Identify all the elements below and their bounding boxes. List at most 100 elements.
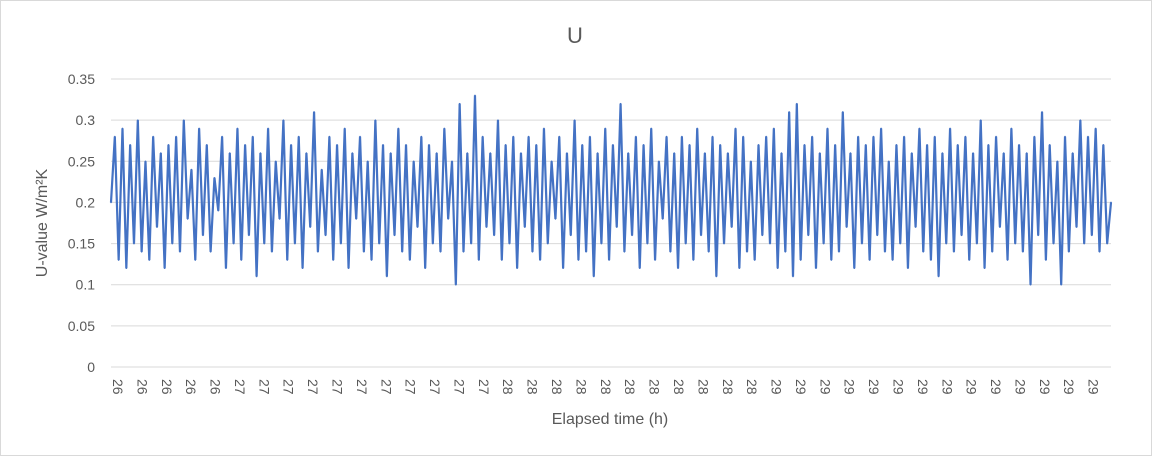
data-point (129, 144, 131, 146)
data-point (815, 267, 817, 270)
data-point (125, 267, 128, 270)
data-point (899, 242, 902, 245)
data-point (397, 127, 400, 130)
data-point (1110, 201, 1112, 204)
data-point (868, 259, 871, 261)
data-point (324, 234, 327, 237)
data-point (504, 144, 507, 146)
data-point (1002, 152, 1005, 154)
data-point (512, 135, 515, 138)
data-point (374, 119, 377, 121)
data-point (137, 119, 139, 121)
data-point (753, 259, 756, 261)
data-point (428, 144, 430, 146)
series-line-u-value (109, 95, 1113, 285)
data-point (405, 144, 407, 146)
data-point (443, 127, 446, 130)
data-point (485, 226, 488, 228)
data-point (819, 152, 821, 154)
data-point (183, 119, 185, 121)
data-point (956, 144, 959, 146)
data-point (1045, 259, 1047, 261)
data-point (175, 135, 177, 138)
data-point (715, 275, 718, 278)
data-point (282, 119, 285, 121)
data-point (382, 144, 384, 146)
data-point (834, 144, 836, 146)
data-point (432, 242, 434, 245)
data-point (546, 242, 549, 245)
x-tick-label: 29 (890, 379, 906, 395)
data-point (221, 135, 223, 138)
data-point (1102, 144, 1105, 146)
data-point (842, 111, 844, 113)
data-point (213, 176, 216, 179)
data-point (386, 275, 388, 278)
data-point (409, 259, 411, 261)
data-point (826, 127, 829, 130)
data-point (979, 119, 982, 121)
data-point (1075, 226, 1078, 228)
data-point (462, 251, 465, 253)
data-point (516, 267, 518, 270)
series-layer (109, 94, 1113, 286)
data-point (1079, 119, 1082, 121)
data-point (983, 267, 986, 270)
data-point (658, 160, 660, 163)
data-point (876, 234, 879, 237)
data-point (1048, 144, 1051, 146)
data-point (474, 94, 476, 97)
data-point (148, 259, 151, 261)
data-point (945, 242, 948, 245)
data-point (478, 259, 480, 261)
data-point (681, 135, 683, 138)
x-tick-label: 28 (573, 379, 589, 395)
chart-title: U (567, 23, 583, 48)
data-point (926, 144, 928, 146)
data-point (845, 226, 848, 228)
x-tick-label: 29 (915, 379, 931, 395)
x-tick-label: 28 (525, 379, 541, 395)
data-point (933, 135, 936, 138)
data-point (1071, 152, 1074, 154)
data-point (987, 144, 990, 146)
data-point (803, 144, 806, 146)
data-point (202, 234, 204, 237)
data-point (792, 275, 794, 278)
data-point (922, 251, 925, 253)
x-tick-label: 27 (354, 379, 370, 395)
data-point (439, 251, 442, 253)
data-point (263, 242, 266, 245)
data-point (251, 135, 254, 138)
y-tick-label: 0 (87, 359, 95, 375)
data-point (336, 144, 338, 146)
x-tick-label: 27 (256, 379, 272, 395)
data-point (976, 242, 978, 245)
x-tick-label: 27 (427, 379, 443, 395)
data-point (773, 127, 775, 130)
data-point (305, 152, 308, 154)
data-point (236, 127, 239, 130)
data-point (489, 152, 492, 154)
data-point (995, 135, 997, 138)
data-point (114, 135, 116, 138)
data-point (696, 127, 699, 130)
data-point (1041, 111, 1043, 113)
data-point (1094, 127, 1097, 130)
data-point (520, 152, 522, 154)
data-point (370, 259, 373, 261)
data-point (447, 218, 449, 220)
data-point (393, 234, 396, 237)
data-point (738, 267, 741, 270)
data-point (968, 259, 971, 261)
data-point (1010, 127, 1013, 130)
data-point (481, 135, 484, 138)
data-point (117, 259, 120, 261)
data-point (558, 135, 561, 138)
data-point (340, 242, 342, 245)
data-point (734, 127, 737, 130)
data-point (780, 152, 783, 154)
x-tick-label: 28 (500, 379, 516, 395)
